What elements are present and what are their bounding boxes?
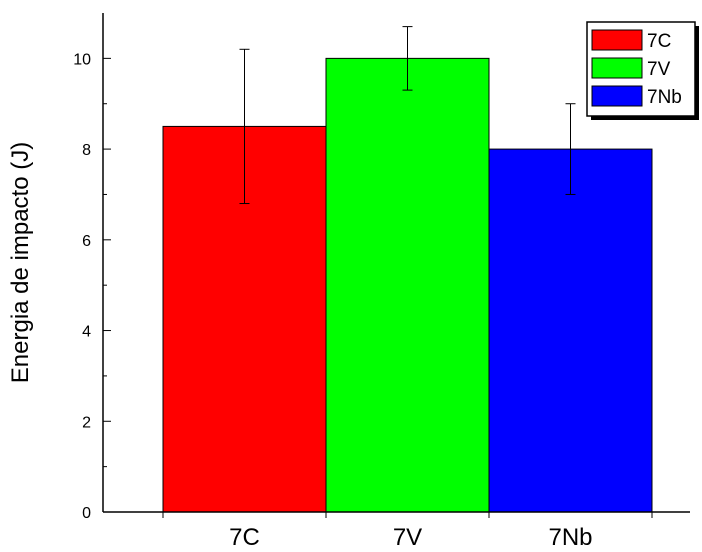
y-axis-label: Energia de impacto (J): [7, 142, 34, 383]
legend-swatch-7V: [591, 57, 643, 79]
error-bar-7V: [402, 26, 413, 91]
legend-label-7Nb: 7Nb: [647, 87, 682, 108]
y-tick-label: 10: [73, 51, 91, 68]
y-tick-label: 6: [82, 233, 91, 250]
x-ticks-layer: 7C 7V 7Nb: [162, 512, 653, 551]
x-tick-label-7V: 7V: [393, 524, 422, 551]
legend-swatch-7Nb: [591, 85, 643, 107]
bar-7V: [325, 57, 490, 513]
error-bar-7Nb: [565, 103, 576, 195]
legend-label-7C: 7C: [647, 31, 671, 52]
y-tick-label: 2: [82, 414, 91, 431]
bars-layer: [162, 57, 653, 513]
error-bars-layer: [239, 26, 576, 205]
legend-label-7V: 7V: [647, 59, 671, 80]
y-tick-label: 8: [82, 142, 91, 159]
x-tick-label-7Nb: 7Nb: [548, 524, 592, 551]
x-tick-label-7C: 7C: [229, 524, 260, 551]
y-tick-label: 4: [82, 324, 91, 341]
y-ticks-layer: 0 2 4 6 8 10: [73, 51, 111, 522]
error-bar-7C: [239, 48, 250, 205]
legend: 7C 7V 7Nb: [586, 21, 699, 120]
legend-swatch-7C: [591, 29, 643, 51]
y-tick-label: 0: [82, 505, 91, 522]
bar-7Nb: [488, 148, 653, 513]
